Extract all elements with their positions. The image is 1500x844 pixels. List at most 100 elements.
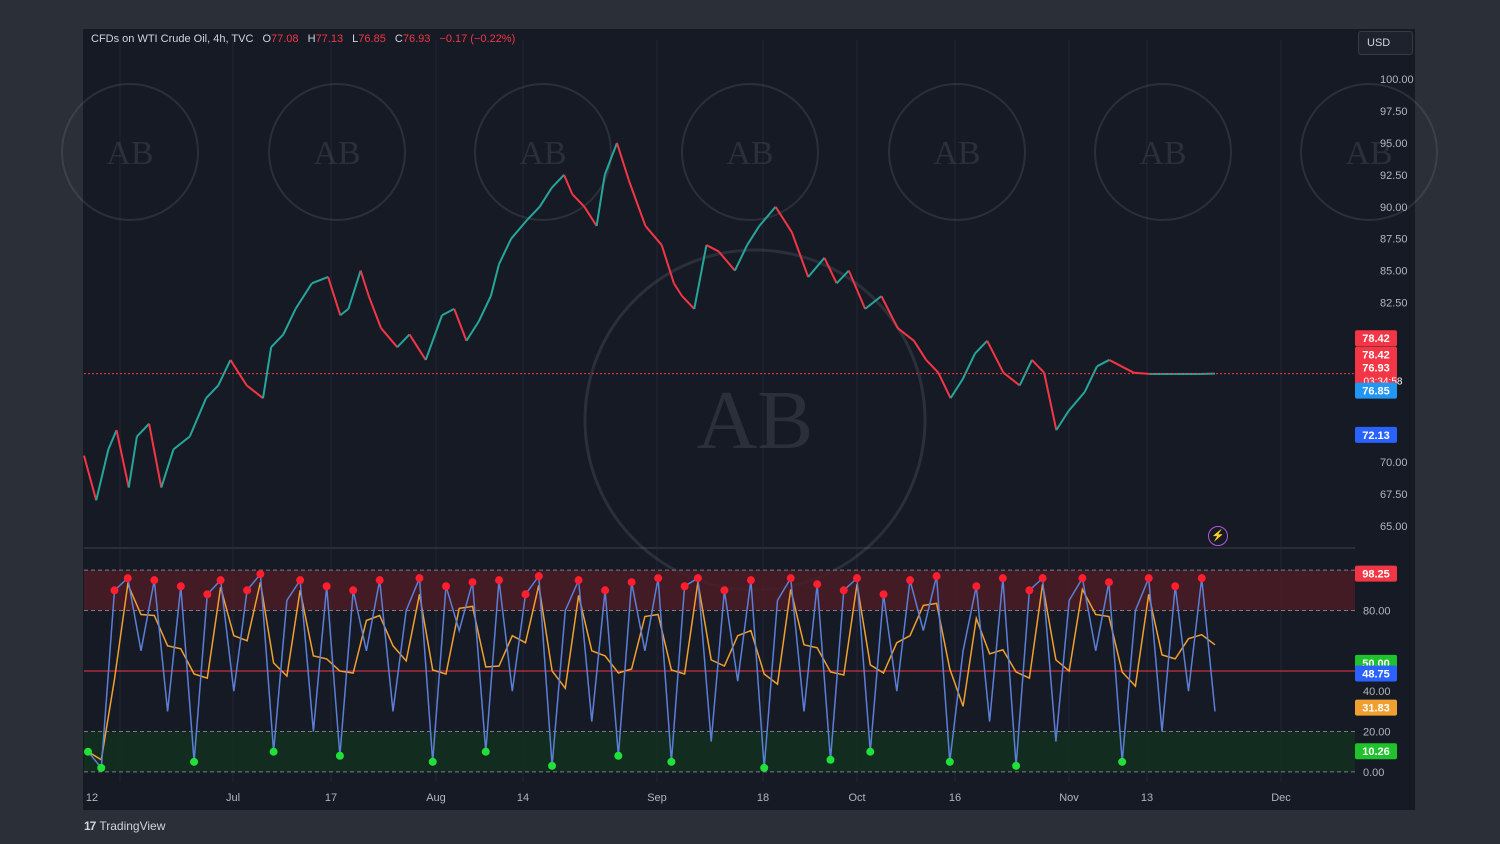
low-value: 76.85 [358, 33, 386, 45]
overbought-dot [932, 572, 941, 581]
price-segment [115, 429, 130, 488]
high-value: 77.13 [315, 33, 344, 45]
lightning-icon[interactable]: ⚡ [1208, 526, 1228, 546]
price-segment [937, 372, 952, 399]
time-tick-label: 14 [517, 792, 529, 804]
badge-label: 98.25 [1362, 569, 1390, 581]
price-segment [925, 359, 940, 374]
currency-button[interactable]: USD [1358, 31, 1413, 55]
overbought-dot [256, 570, 265, 579]
badge-bg [1355, 565, 1397, 582]
price-segment [380, 327, 399, 348]
overbought-dot [853, 574, 862, 583]
price-segment [758, 206, 777, 227]
osc-tick-label: 80.00 [1363, 605, 1391, 617]
time-tick-label: Jul [226, 792, 240, 804]
price-segment [835, 269, 850, 285]
price-tick-label: 67.50 [1380, 489, 1408, 501]
oversold-dot [190, 757, 199, 766]
overbought-dot [123, 574, 132, 583]
value-badge: 48.75 [1355, 665, 1397, 682]
price-segment [880, 295, 899, 329]
price-segment [1043, 372, 1058, 431]
badge-bg [1355, 665, 1397, 682]
price-segment [246, 384, 264, 400]
price-segment [229, 359, 248, 386]
oversold-dot [614, 751, 623, 760]
watermark-text: AB [519, 135, 566, 172]
chart-panel[interactable]: CFDs on WTI Crude Oil, 4h, TVC O77.08 H7… [83, 29, 1415, 810]
overbought-dot [1038, 574, 1047, 583]
overbought-dot [693, 574, 702, 583]
price-segment [1083, 365, 1098, 393]
overbought-dot [243, 586, 252, 595]
price-tick-label: 90.00 [1380, 202, 1408, 214]
close-label: C [394, 33, 403, 45]
price-segment [188, 397, 207, 437]
price-segment [396, 333, 411, 348]
price-segment [359, 270, 370, 297]
price-segment [616, 142, 631, 182]
price-segment [571, 193, 586, 208]
price-segment [270, 333, 285, 348]
overbought-dot [375, 576, 384, 585]
price-segment [897, 327, 915, 342]
price-segment [160, 448, 175, 488]
osc-tick-label: 20.00 [1363, 727, 1391, 739]
price-segment [673, 282, 683, 297]
price-segment [913, 340, 927, 361]
price-segment [327, 276, 342, 316]
overbought-dot [627, 578, 636, 587]
price-segment [311, 276, 329, 285]
price-segment [563, 174, 574, 195]
price-segment [705, 244, 720, 253]
overbought-dot [322, 582, 331, 591]
oversold-dot [826, 755, 835, 764]
price-segment [95, 449, 110, 501]
price-segment [1120, 365, 1135, 374]
price-segment [148, 423, 163, 488]
overbought-dot [1144, 574, 1153, 583]
badge-label: 31.83 [1362, 703, 1390, 715]
watermark-seal-icon [61, 83, 199, 221]
oversold-dot [481, 747, 490, 756]
value-badge: 78.42 [1355, 346, 1397, 363]
symbol-title: CFDs on WTI Crude Oil, 4h, TVC [91, 33, 254, 45]
price-segment [83, 455, 98, 501]
value-badge: 31.83 [1355, 699, 1397, 716]
overbought-dot [534, 572, 543, 581]
overbought-zone [84, 570, 1355, 611]
price-segment [628, 180, 647, 227]
watermark-text: AB [933, 135, 980, 172]
price-tick-label: 87.50 [1380, 234, 1408, 246]
time-tick-label: 13 [1141, 792, 1153, 804]
watermark-seal-icon [268, 83, 406, 221]
price-segment [441, 307, 455, 317]
overbought-dot [906, 576, 915, 585]
overbought-dot [203, 590, 212, 599]
tradingview-logo[interactable]: 17 TradingView [84, 819, 165, 833]
stoch-k-line [87, 572, 1216, 770]
price-segment [205, 384, 219, 399]
tv-mark-icon: 17 [84, 819, 96, 833]
price-segment [823, 257, 838, 284]
price-segment [595, 174, 606, 227]
overbought-dot [879, 590, 888, 599]
price-segment [986, 340, 1005, 374]
price-segment [1108, 359, 1122, 368]
watermark-text: AB [1139, 135, 1186, 172]
overbought-dot [574, 576, 583, 585]
price-segment [644, 225, 663, 246]
overbought-dot [1197, 574, 1206, 583]
price-tick-label: 97.50 [1380, 106, 1408, 118]
price-segment [294, 282, 313, 310]
time-tick-label: Dec [1271, 792, 1291, 804]
price-segment [1031, 359, 1045, 374]
oversold-dot [667, 757, 676, 766]
watermark-big-text: AB [697, 374, 814, 467]
brand-name: TradingView [99, 819, 166, 833]
price-segment [961, 353, 976, 380]
close-value: 76.93 [402, 33, 431, 45]
price-tick-label: 65.00 [1380, 521, 1408, 533]
